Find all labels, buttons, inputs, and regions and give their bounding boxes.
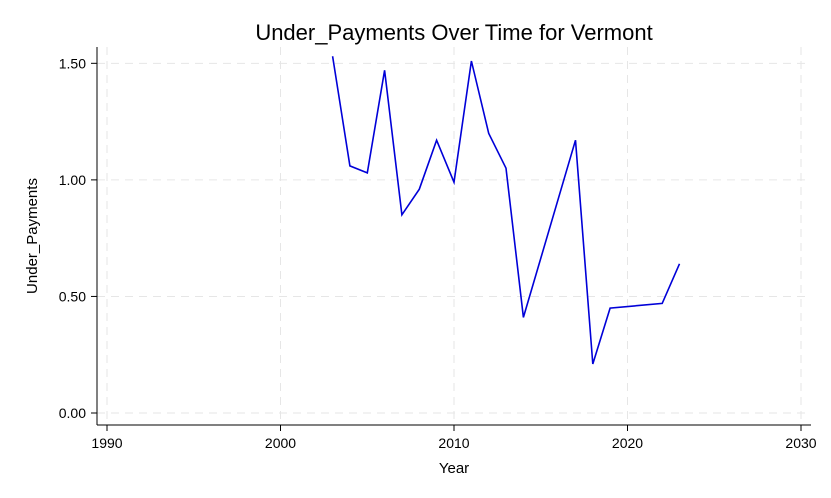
data-point <box>609 307 611 309</box>
x-tick-label: 2010 <box>438 435 469 451</box>
y-tick-label: 0.50 <box>59 288 86 304</box>
data-point <box>366 172 368 174</box>
data-point <box>349 165 351 167</box>
x-tick-label: 1990 <box>91 435 122 451</box>
grid <box>97 47 811 425</box>
data-point <box>679 263 681 265</box>
series-line <box>331 56 681 365</box>
y-tick-label: 1.00 <box>59 172 86 188</box>
data-point <box>419 188 421 190</box>
data-point <box>453 181 455 183</box>
y-tick-label: 0.00 <box>59 405 86 421</box>
data-point <box>661 303 663 305</box>
data-point <box>436 139 438 141</box>
y-tick-label: 1.50 <box>59 55 86 71</box>
data-point <box>332 56 334 58</box>
data-point <box>471 60 473 62</box>
data-point <box>592 363 594 365</box>
x-tick-label: 2000 <box>265 435 296 451</box>
y-axis-label: Under_Payments <box>24 178 41 294</box>
series <box>331 56 681 365</box>
data-point <box>523 317 525 319</box>
data-point <box>505 167 507 169</box>
chart-title: Under_Payments Over Time for Vermont <box>255 20 652 45</box>
data-point <box>384 70 386 72</box>
x-tick-label: 2030 <box>785 435 816 451</box>
data-point <box>488 132 490 134</box>
x-ticks: 1990 2000 2010 2020 2030 <box>91 425 817 451</box>
data-point <box>575 139 577 141</box>
data-point <box>401 214 403 216</box>
x-axis-label: Year <box>439 460 469 477</box>
x-tick-label: 2020 <box>612 435 643 451</box>
y-ticks: 0.00 0.50 1.00 1.50 <box>59 55 97 421</box>
